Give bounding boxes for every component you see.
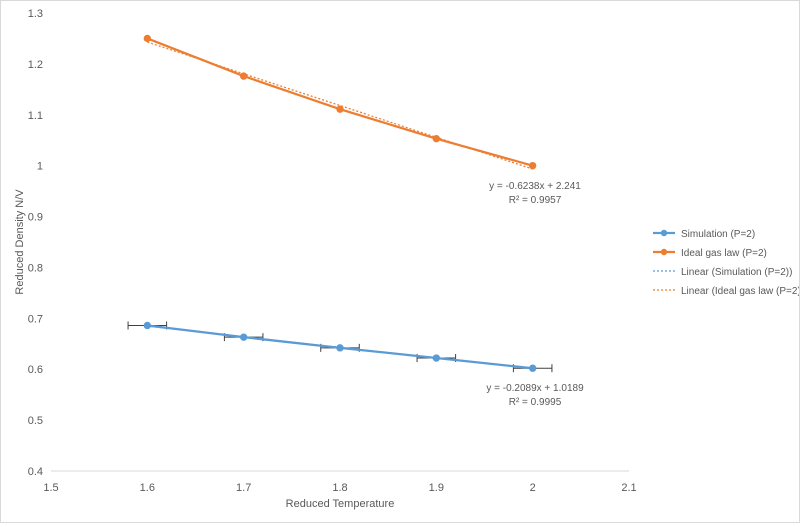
x-tick-label: 1.8: [332, 482, 347, 494]
legend: Simulation (P=2) Ideal gas law (P=2) Linea…: [653, 229, 800, 297]
trendline-equation: y = -0.6238x + 2.241: [489, 181, 581, 192]
legend-entry-label: Linear (Simulation (P=2)): [681, 267, 792, 278]
trendline-r2: R² = 0.9957: [509, 195, 562, 206]
y-tick-label: 0.9: [28, 212, 43, 224]
trendline: [147, 41, 533, 170]
y-tick-label: 1.2: [28, 59, 43, 71]
axes: 1.5 1.6 1.7 1.8 1.9 2 2.1 0.4 0.5 0.6 0.7 0.8 0.9 1 1.…: [14, 8, 637, 510]
legend-entry-label: Simulation (P=2): [681, 229, 755, 240]
trendline: [147, 325, 533, 370]
x-tick-label: 1.5: [43, 482, 58, 494]
y-tick-label: 1.1: [28, 110, 43, 122]
legend-marker: [660, 248, 668, 256]
x-axis-title: Reduced Temperature: [286, 498, 395, 510]
y-tick-label: 0.7: [28, 313, 43, 325]
series-group: [143, 34, 537, 372]
data-point: [239, 72, 248, 80]
x-tick-label: 2.1: [621, 482, 636, 494]
legend-entry-label: Linear (Ideal gas law (P=2)): [681, 286, 799, 297]
labels-group: y = -0.2089x + 1.0189 R² = 0.9995 y = -0.6…: [486, 181, 584, 408]
legend-marker: [660, 229, 668, 237]
y-tick-label: 0.8: [28, 262, 43, 274]
y-tick-label: 0.4: [28, 466, 43, 478]
x-tick-label: 1.9: [429, 482, 444, 494]
x-tick-label: 1.6: [140, 482, 155, 494]
x-tick-label: 1.7: [236, 482, 251, 494]
x-tick-label: 2: [530, 482, 536, 494]
trendlines-group: [147, 41, 533, 370]
data-point: [528, 161, 537, 170]
trendline-r2: R² = 0.9995: [509, 397, 562, 408]
series-line: [146, 37, 533, 167]
y-axis-title: Reduced Density N/V: [14, 189, 26, 295]
y-tick-label: 1.3: [28, 8, 43, 20]
trendline-equation: y = -0.2089x + 1.0189: [486, 383, 584, 394]
data-point: [336, 105, 344, 113]
y-tick-label: 0.5: [28, 415, 43, 427]
legend-entry-label: Ideal gas law (P=2): [681, 248, 767, 259]
y-tick-label: 1: [37, 161, 43, 173]
data-point: [432, 134, 441, 143]
data-point: [143, 321, 152, 330]
y-tick-label: 0.6: [28, 364, 43, 376]
data-point: [143, 34, 152, 43]
